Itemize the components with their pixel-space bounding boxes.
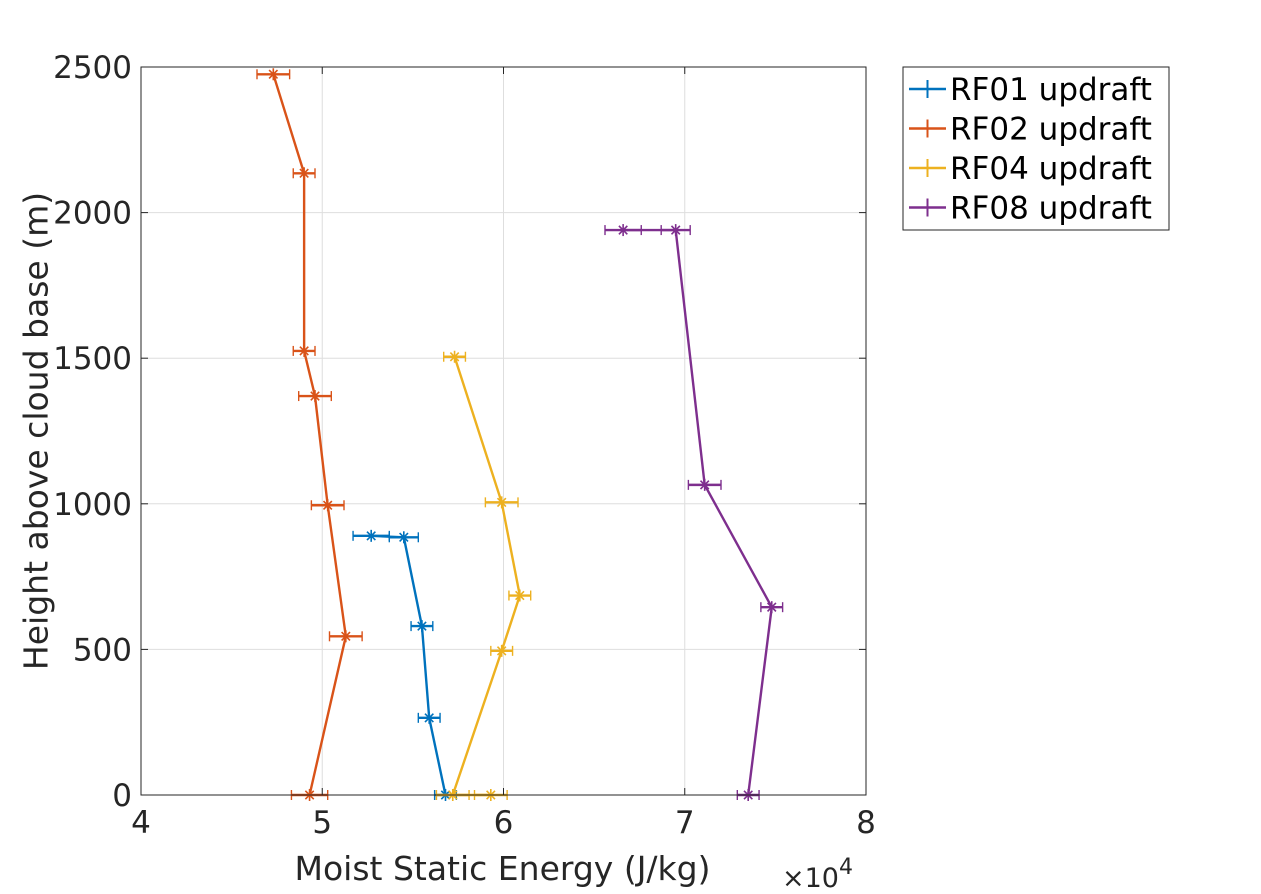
x-tick-label: 6 bbox=[494, 805, 514, 841]
legend-label: RF04 updraft bbox=[950, 151, 1152, 187]
marker-stroke bbox=[449, 351, 460, 362]
x-axis-label: Moist Static Energy (J/kg) bbox=[295, 849, 711, 888]
y-axis-label: Height above cloud base (m) bbox=[17, 192, 56, 670]
marker-stroke bbox=[670, 225, 681, 235]
marker-stroke bbox=[366, 531, 376, 541]
x-tick-label: 8 bbox=[856, 805, 876, 841]
data-point bbox=[417, 711, 441, 724]
x-axis-exponent-base: ×10 bbox=[782, 863, 839, 894]
legend-item: RF08 updraft bbox=[909, 191, 1152, 227]
x-tick-labels: 4 5 6 7 8 bbox=[131, 805, 876, 841]
data-point bbox=[484, 496, 519, 509]
y-tick-label: 2000 bbox=[53, 196, 132, 232]
x-tick-label: 5 bbox=[312, 805, 332, 841]
marker-stroke bbox=[496, 646, 507, 656]
data-point bbox=[410, 620, 434, 633]
y-tick-labels: 0 500 1000 1500 2000 2500 bbox=[53, 50, 132, 814]
x-tick-label: 4 bbox=[131, 805, 151, 841]
data-point bbox=[687, 478, 722, 491]
legend-box bbox=[902, 66, 1170, 231]
marker-stroke bbox=[399, 532, 409, 543]
axis-ticks bbox=[140, 66, 867, 796]
legend-label: RF02 updraft bbox=[950, 112, 1152, 148]
data-point bbox=[292, 167, 316, 180]
data-point bbox=[328, 630, 363, 643]
data-point bbox=[490, 644, 514, 657]
data-point bbox=[292, 344, 316, 357]
legend-label: RF01 updraft bbox=[950, 72, 1152, 108]
data-point bbox=[256, 68, 291, 81]
legend-label: RF08 updraft bbox=[950, 191, 1152, 227]
y-tick-label: 2500 bbox=[53, 50, 132, 86]
data-point bbox=[310, 499, 345, 512]
marker-stroke bbox=[299, 168, 309, 179]
marker-stroke bbox=[268, 69, 279, 80]
marker-stroke bbox=[496, 497, 507, 508]
x-tick-label: 7 bbox=[675, 805, 695, 841]
data-point bbox=[297, 390, 333, 403]
marker-stroke bbox=[322, 500, 333, 511]
marker-stroke bbox=[515, 590, 525, 601]
data-point bbox=[352, 529, 391, 542]
data-point bbox=[604, 224, 642, 237]
y-tick-label: 0 bbox=[112, 778, 132, 814]
marker-stroke bbox=[618, 225, 628, 235]
marker-stroke bbox=[766, 602, 777, 612]
x-axis-exponent-power: 4 bbox=[839, 855, 853, 880]
series-rf02-updraft bbox=[256, 68, 363, 801]
legend-item: RF04 updraft bbox=[909, 151, 1152, 187]
legend-item: RF01 updraft bbox=[909, 72, 1152, 108]
marker-stroke bbox=[310, 391, 320, 401]
data-point bbox=[442, 350, 467, 363]
legend-item: RF02 updraft bbox=[909, 112, 1152, 148]
marker-stroke bbox=[341, 631, 351, 642]
data-point bbox=[660, 224, 691, 237]
marker-stroke bbox=[699, 480, 710, 490]
marker-stroke bbox=[417, 621, 427, 631]
x-axis-exponent: ×104 bbox=[782, 855, 853, 894]
marker-stroke bbox=[299, 346, 309, 356]
y-tick-label: 1500 bbox=[53, 341, 132, 377]
data-point bbox=[760, 601, 784, 614]
marker-stroke bbox=[424, 713, 434, 723]
y-tick-label: 1000 bbox=[53, 487, 132, 523]
data-point bbox=[508, 589, 532, 602]
y-tick-label: 500 bbox=[73, 632, 132, 668]
